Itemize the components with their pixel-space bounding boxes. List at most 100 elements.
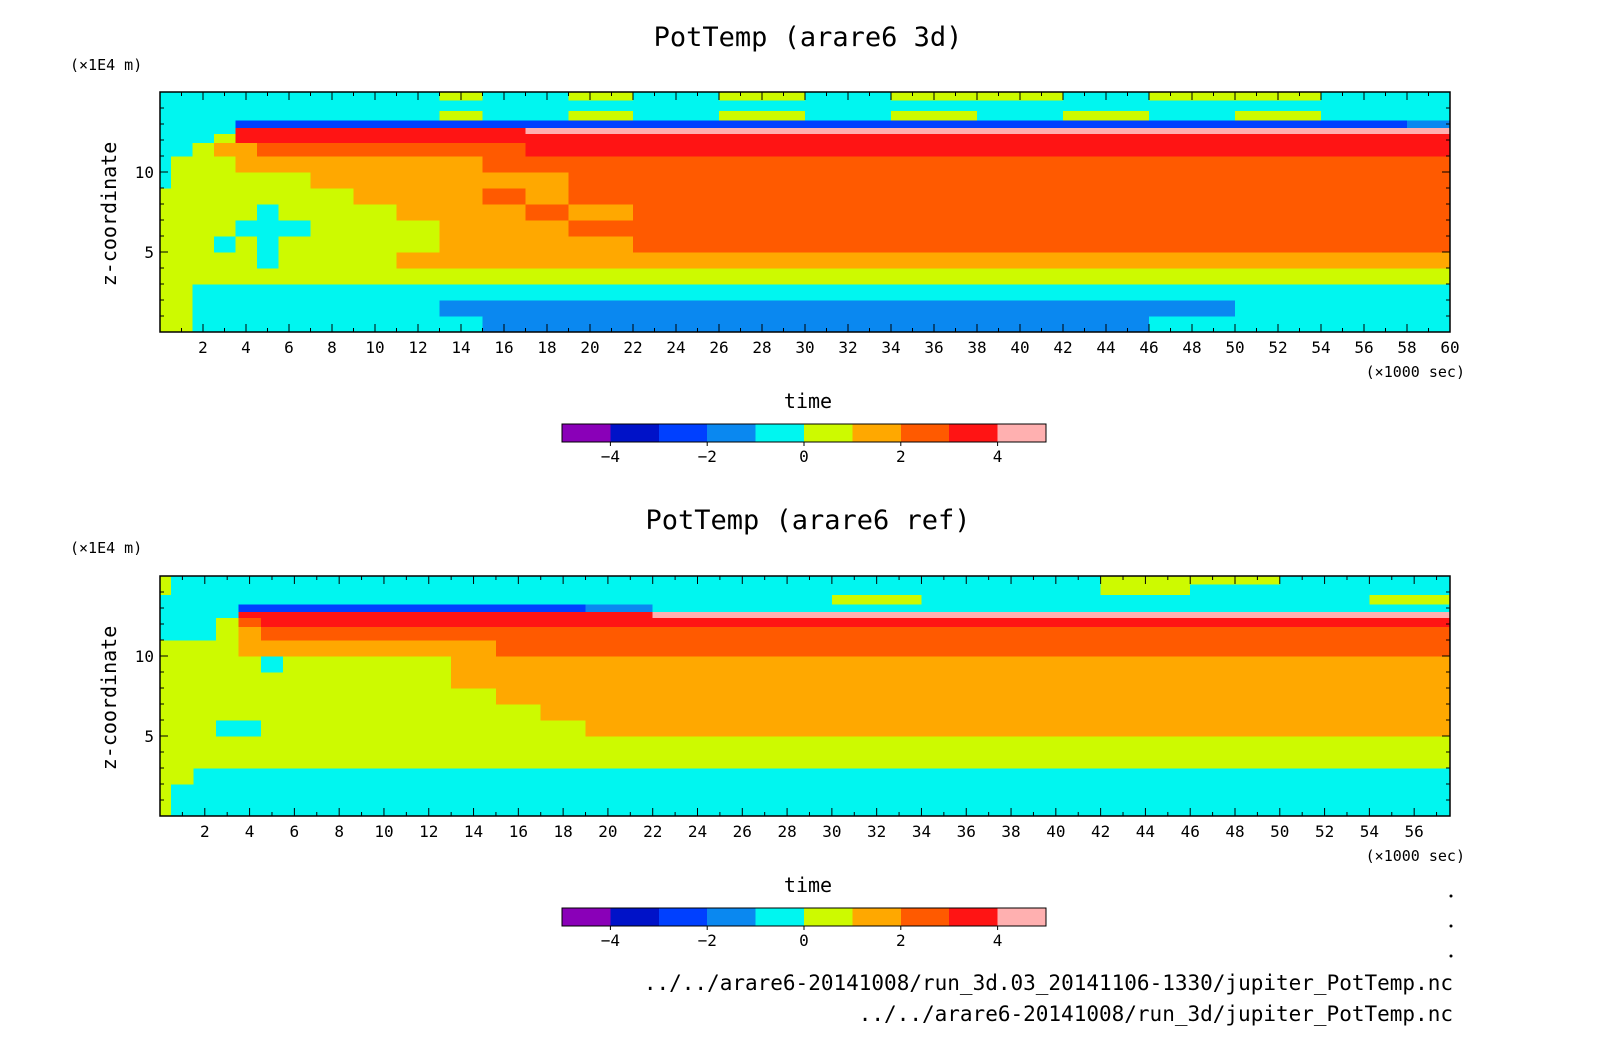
heatmap-cell — [171, 720, 195, 737]
heatmap-cell — [585, 736, 654, 753]
heatmap-cell — [171, 576, 195, 585]
colorbar-tick-label: 2 — [896, 931, 906, 950]
heatmap-cell — [451, 640, 497, 657]
heatmap-cell — [283, 784, 318, 801]
x-tick-label: 26 — [709, 338, 728, 357]
heatmap-cell — [568, 300, 634, 317]
heatmap-cell — [1235, 204, 1322, 221]
heatmap-cell — [1149, 300, 1236, 317]
heatmap-cell — [921, 768, 1012, 785]
heatmap-cell — [260, 720, 284, 737]
heatmap-cell — [1432, 626, 1451, 641]
heatmap-cell — [1279, 584, 1370, 595]
footer-file-path-2: ../../arare6-20141008/run_3d/jupiter_Pot… — [859, 1002, 1453, 1026]
heatmap-cell — [633, 133, 720, 143]
heatmap-cell — [439, 127, 484, 135]
heatmap-cell — [831, 656, 923, 673]
heatmap-cell — [525, 120, 570, 128]
heatmap-cell — [1279, 784, 1370, 801]
x-tick-label: 2 — [198, 338, 208, 357]
panel-ref-x-axis-label: time — [784, 873, 832, 897]
heatmap-cell — [1407, 236, 1451, 253]
heatmap-cell — [921, 672, 1012, 689]
heatmap-cell — [652, 584, 743, 595]
heatmap-cell — [310, 120, 355, 128]
heatmap-cell — [256, 100, 279, 111]
heatmap-cell — [525, 142, 570, 157]
heatmap-cell — [278, 120, 312, 128]
heatmap-cell — [283, 594, 318, 605]
x-tick-label: 12 — [408, 338, 427, 357]
heatmap-cell — [1279, 688, 1370, 705]
heatmap-cell — [160, 611, 172, 619]
heatmap-cell — [361, 768, 407, 785]
x-tick-label: 24 — [666, 338, 685, 357]
heatmap-cell — [396, 110, 441, 121]
heatmap-cell — [719, 252, 806, 269]
colorbar-swatch — [610, 908, 660, 926]
heatmap-cell — [160, 236, 172, 253]
heatmap-cell — [495, 604, 542, 612]
heatmap-cell — [170, 284, 193, 301]
heatmap-cell — [170, 120, 193, 128]
heatmap-cell — [585, 656, 654, 673]
heatmap-cell — [260, 576, 284, 585]
heatmap-cell — [160, 220, 172, 237]
heatmap-cell — [193, 594, 217, 605]
heatmap-cell — [1279, 640, 1370, 657]
heatmap-cell — [633, 110, 720, 121]
y-tick-label: 5 — [144, 727, 154, 746]
heatmap-cell — [238, 672, 262, 689]
heatmap-cell — [805, 142, 892, 157]
heatmap-cell — [396, 120, 441, 128]
heatmap-cell — [1149, 172, 1236, 189]
heatmap-cell — [1279, 604, 1370, 612]
heatmap-cell — [193, 617, 217, 627]
heatmap-cell — [1011, 594, 1102, 605]
heatmap-cell — [891, 142, 978, 157]
heatmap-cell — [1407, 133, 1451, 143]
heatmap-cell — [1407, 268, 1451, 285]
heatmap-cell — [891, 204, 978, 221]
heatmap-cell — [213, 300, 236, 317]
heatmap-cell — [482, 142, 527, 157]
heatmap-cell — [406, 688, 452, 705]
heatmap-cell — [451, 704, 497, 721]
heatmap-cell — [1011, 784, 1102, 801]
x-tick-label: 14 — [464, 822, 483, 841]
heatmap-cell — [891, 156, 978, 173]
heatmap-cell — [1369, 656, 1433, 673]
heatmap-cell — [1432, 736, 1451, 753]
heatmap-cell — [406, 704, 452, 721]
heatmap-cell — [891, 268, 978, 285]
heatmap-cell — [585, 784, 654, 801]
heatmap-cell — [406, 656, 452, 673]
heatmap-cell — [215, 800, 239, 817]
heatmap-cell — [406, 640, 452, 657]
heatmap-cell — [831, 688, 923, 705]
heatmap-cell — [1279, 720, 1370, 737]
heatmap-cell — [1011, 604, 1102, 612]
heatmap-cell — [742, 584, 833, 595]
heatmap-cell — [977, 142, 1064, 157]
heatmap-cell — [482, 252, 527, 269]
heatmap-cell — [719, 284, 806, 301]
heatmap-cell — [1407, 252, 1451, 269]
heatmap-cell — [215, 626, 239, 641]
heatmap-cell — [192, 188, 215, 205]
heatmap-cell — [1321, 252, 1408, 269]
heatmap-cell — [719, 220, 806, 237]
heatmap-cell — [238, 604, 262, 612]
colorbar-swatch — [804, 908, 853, 926]
heatmap-cell — [439, 220, 484, 237]
heatmap-cell — [1321, 300, 1408, 317]
heatmap-cell — [633, 172, 720, 189]
heatmap-cell — [831, 784, 923, 801]
heatmap-cell — [316, 704, 363, 721]
heatmap-cell — [160, 720, 172, 737]
heatmap-cell — [805, 110, 892, 121]
heatmap-cell — [719, 120, 806, 128]
heatmap-cell — [1190, 736, 1281, 753]
heatmap-cell — [1100, 594, 1191, 605]
panel-3d-x-unit: (×1000 sec) — [1366, 363, 1465, 381]
